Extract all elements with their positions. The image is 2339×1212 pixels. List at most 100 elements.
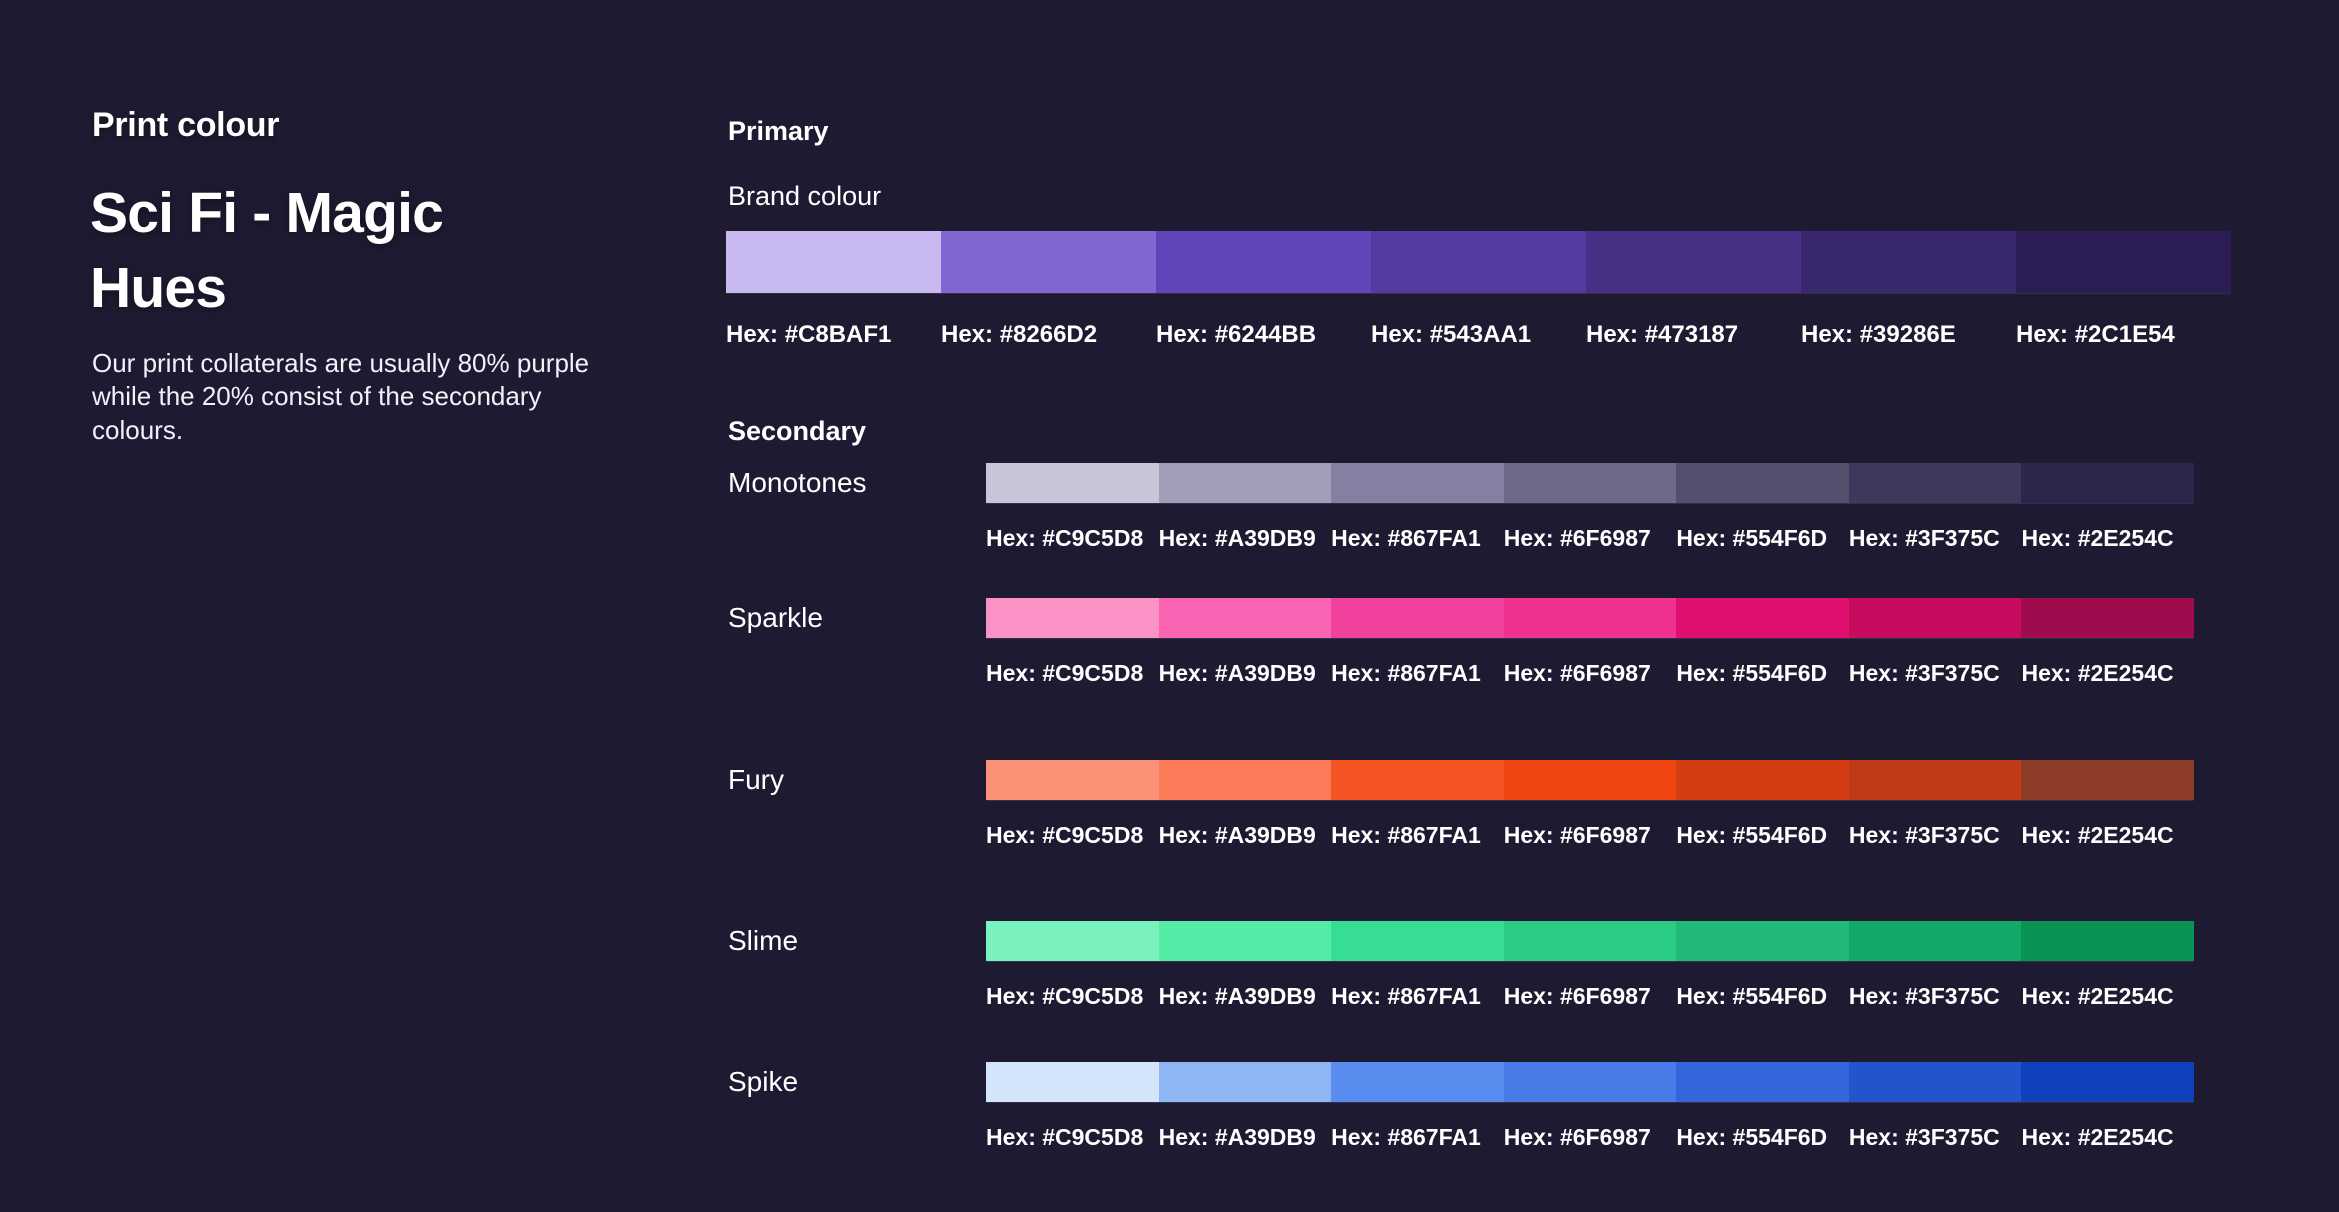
hex-label: Hex: #C8BAF1 bbox=[726, 321, 892, 348]
page-title: Sci Fi - Magic Hues bbox=[90, 181, 444, 320]
secondary-heading: Secondary bbox=[728, 416, 867, 446]
swatch bbox=[1676, 760, 1849, 800]
hex-label: Hex: #554F6D bbox=[1676, 822, 1828, 848]
hex-label: Hex: #867FA1 bbox=[1331, 983, 1481, 1009]
brand-swatch bbox=[1156, 231, 1371, 293]
swatch bbox=[2021, 760, 2195, 800]
palette-row: Slime Hex: #C9C5D8 Hex: #A39DB9 Hex: #867F… bbox=[728, 921, 2203, 1041]
hex-label: Hex: #2E254C bbox=[2021, 660, 2174, 686]
hex-label: Hex: #867FA1 bbox=[1331, 1124, 1481, 1150]
swatch bbox=[2021, 598, 2195, 638]
swatch-bar bbox=[986, 598, 2195, 638]
hex-label: Hex: #554F6D bbox=[1676, 660, 1828, 686]
hex-label: Hex: #C9C5D8 bbox=[986, 983, 1144, 1009]
swatch bbox=[1331, 760, 1504, 800]
hex-label: Hex: #3F375C bbox=[1848, 983, 2000, 1009]
hex-label: Hex: #C9C5D8 bbox=[986, 660, 1144, 686]
swatch bbox=[986, 921, 1159, 961]
hex-label: Hex: #554F6D bbox=[1676, 983, 1828, 1009]
swatch bbox=[986, 760, 1159, 800]
swatch-bar bbox=[986, 760, 2195, 800]
swatch bbox=[1158, 1062, 1332, 1102]
palette-row: Sparkle Hex: #C9C5D8 Hex: #A39DB9 Hex: #86… bbox=[728, 598, 2203, 718]
brand-colour-label: Brand colour bbox=[728, 181, 882, 211]
swatch bbox=[986, 598, 1159, 638]
hex-label: Hex: #A39DB9 bbox=[1158, 1124, 1316, 1150]
brand-swatch bbox=[1371, 231, 1586, 293]
hex-label: Hex: #3F375C bbox=[1848, 660, 2000, 686]
brand-swatch bbox=[2016, 231, 2231, 293]
palette-row: Spike Hex: #C9C5D8 Hex: #A39DB9 Hex: #867F… bbox=[728, 1062, 2203, 1182]
hex-label: Hex: #473187 bbox=[1586, 321, 1739, 348]
swatch bbox=[2021, 1062, 2195, 1102]
swatch bbox=[1331, 598, 1504, 638]
hex-label: Hex: #39286E bbox=[1801, 321, 1956, 348]
hex-label: Hex: #554F6D bbox=[1676, 525, 1828, 551]
palette-row-label: Spike bbox=[728, 1066, 799, 1097]
swatch bbox=[1676, 463, 1849, 503]
swatch bbox=[1676, 598, 1849, 638]
hex-label: Hex: #2E254C bbox=[2021, 525, 2174, 551]
swatch bbox=[1848, 760, 2022, 800]
swatch bbox=[1503, 598, 1677, 638]
hex-label: Hex: #C9C5D8 bbox=[986, 525, 1144, 551]
primary-heading: Primary bbox=[728, 116, 829, 146]
swatch bbox=[1848, 598, 2022, 638]
hex-label: Hex: #2E254C bbox=[2021, 822, 2174, 848]
hex-label: Hex: #C9C5D8 bbox=[986, 822, 1144, 848]
hex-label: Hex: #6F6987 bbox=[1503, 525, 1651, 551]
swatch bbox=[986, 1062, 1159, 1102]
swatch bbox=[1503, 463, 1677, 503]
hex-row: Hex: #C9C5D8 Hex: #A39DB9 Hex: #867FA1 Hex:… bbox=[986, 822, 2194, 849]
swatch bbox=[1331, 463, 1504, 503]
hex-label: Hex: #6F6987 bbox=[1503, 1124, 1651, 1150]
swatch bbox=[1158, 760, 1332, 800]
brand-swatch bbox=[726, 231, 941, 293]
brand-hex-row: Hex: #C8BAF1 Hex: #8266D2 Hex: #6244BB Hex:… bbox=[726, 321, 2231, 349]
hex-label: Hex: #543AA1 bbox=[1371, 321, 1532, 348]
swatch-bar bbox=[986, 463, 2195, 503]
hex-label: Hex: #6F6987 bbox=[1503, 822, 1651, 848]
section-eyebrow: Print colour bbox=[92, 106, 280, 144]
swatch-bar bbox=[986, 1062, 2195, 1102]
swatch bbox=[2021, 463, 2195, 503]
hex-row: Hex: #C9C5D8 Hex: #A39DB9 Hex: #867FA1 Hex:… bbox=[986, 525, 2194, 552]
swatch bbox=[1676, 1062, 1849, 1102]
swatch-bar bbox=[986, 921, 2195, 961]
hex-label: Hex: #6F6987 bbox=[1503, 660, 1651, 686]
hex-label: Hex: #2E254C bbox=[2021, 983, 2174, 1009]
hex-label: Hex: #2C1E54 bbox=[2016, 321, 2175, 348]
swatch bbox=[1848, 463, 2022, 503]
hex-label: Hex: #A39DB9 bbox=[1158, 983, 1316, 1009]
hex-label: Hex: #A39DB9 bbox=[1158, 525, 1316, 551]
hex-label: Hex: #3F375C bbox=[1848, 525, 2000, 551]
hex-row: Hex: #C9C5D8 Hex: #A39DB9 Hex: #867FA1 Hex:… bbox=[986, 1124, 2194, 1151]
palette-row: Fury Hex: #C9C5D8 Hex: #A39DB9 Hex: #867FA… bbox=[728, 760, 2203, 880]
swatch bbox=[1503, 921, 1677, 961]
swatch bbox=[1676, 921, 1849, 961]
hex-label: Hex: #2E254C bbox=[2021, 1124, 2174, 1150]
hex-label: Hex: #A39DB9 bbox=[1158, 822, 1316, 848]
hex-label: Hex: #C9C5D8 bbox=[986, 1124, 1144, 1150]
swatch bbox=[1848, 921, 2022, 961]
swatch bbox=[1503, 760, 1677, 800]
swatch bbox=[1848, 1062, 2022, 1102]
brand-swatch-bar bbox=[726, 231, 2231, 293]
swatch bbox=[2021, 921, 2195, 961]
hex-label: Hex: #3F375C bbox=[1848, 822, 2000, 848]
palette-row-label: Slime bbox=[728, 925, 799, 956]
swatch bbox=[1331, 921, 1504, 961]
swatch bbox=[1158, 463, 1332, 503]
swatch bbox=[986, 463, 1159, 503]
swatch bbox=[1503, 1062, 1677, 1102]
hex-label: Hex: #867FA1 bbox=[1331, 822, 1481, 848]
hex-row: Hex: #C9C5D8 Hex: #A39DB9 Hex: #867FA1 Hex:… bbox=[986, 660, 2194, 687]
brand-swatch bbox=[1586, 231, 1801, 293]
swatch bbox=[1158, 598, 1332, 638]
palette-row: Monotones Hex: #C9C5D8 Hex: #A39DB9 Hex: #… bbox=[728, 463, 2203, 583]
palette-row-label: Monotones bbox=[728, 467, 867, 498]
brand-swatch bbox=[1801, 231, 2016, 293]
secondary-rows: Monotones Hex: #C9C5D8 Hex: #A39DB9 Hex: #… bbox=[728, 0, 2203, 1212]
hex-label: Hex: #6F6987 bbox=[1503, 983, 1651, 1009]
palette-row-label: Fury bbox=[728, 764, 784, 795]
